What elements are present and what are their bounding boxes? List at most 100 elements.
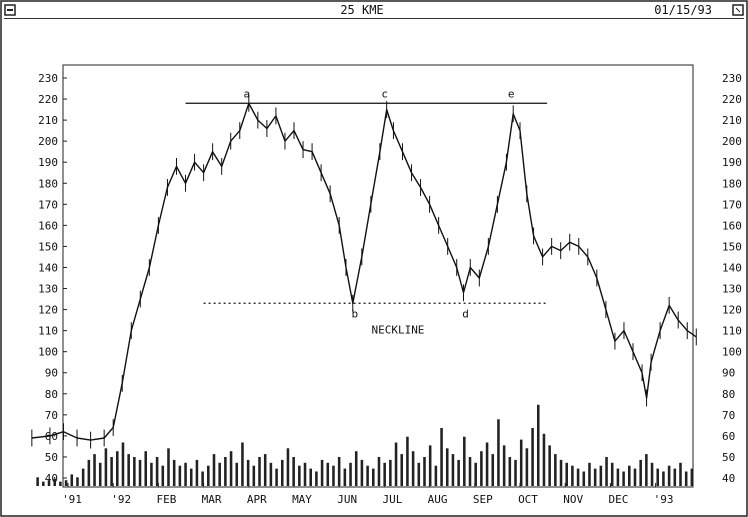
volume-bar	[292, 457, 295, 486]
volume-bar	[610, 462, 614, 486]
y-tick-label-left: 200	[38, 135, 58, 148]
volume-bar	[485, 442, 489, 486]
volume-bar	[298, 465, 301, 486]
volume-bar	[684, 471, 688, 486]
trough-label: b	[351, 307, 358, 320]
volume-bar	[656, 468, 660, 486]
x-axis: '91 '92 FEB MAR APR MAY JUN JUL AUG SEP OCT NOV DEC '…	[62, 483, 674, 506]
y-tick-label-right: 50	[722, 451, 735, 464]
volume-bar	[525, 448, 529, 486]
neckline-label: NECKLINE	[371, 323, 424, 336]
volume-bar	[76, 477, 79, 486]
y-tick-label-right: 210	[722, 114, 742, 127]
volume-bar	[235, 462, 239, 486]
volume-bar	[542, 433, 546, 486]
volume-bar	[400, 454, 404, 486]
peak-label: c	[381, 87, 388, 100]
volume-bar	[536, 404, 540, 486]
volume-bar	[36, 477, 39, 486]
y-tick-label-right: 200	[722, 135, 742, 148]
volume-bar	[394, 442, 398, 486]
volume-bar	[64, 480, 68, 486]
y-tick-label-left: 220	[38, 93, 58, 106]
volume-bar	[593, 468, 597, 486]
y-tick-label-left: 210	[38, 114, 58, 127]
volume-bar	[337, 457, 341, 486]
volume-bar	[258, 457, 261, 486]
y-tick-label-right: 100	[722, 346, 742, 359]
y-tick-label-right: 230	[722, 72, 742, 85]
volume-bar	[474, 462, 477, 486]
volume-bar	[59, 481, 62, 486]
y-tick-label-left: 80	[45, 388, 58, 401]
volume-bar	[224, 457, 227, 486]
volume-bar	[457, 459, 460, 486]
volume-bar	[53, 478, 56, 486]
trough-label: d	[462, 307, 469, 320]
volume-bar	[81, 468, 85, 486]
y-tick-label-right: 120	[722, 304, 742, 317]
volume-bar	[229, 451, 233, 486]
y-tick-label-right: 40	[722, 472, 735, 485]
volume-bar	[616, 468, 620, 486]
window-title: 25 KME	[340, 3, 383, 17]
volume-bar	[309, 468, 312, 486]
volume-bar	[588, 462, 591, 486]
volume-bar	[377, 457, 381, 486]
volume-bar	[366, 465, 369, 486]
x-tick-label: APR	[247, 493, 267, 506]
volume-bar	[104, 448, 108, 486]
volume-bar	[133, 457, 136, 486]
volume-bar	[531, 428, 534, 486]
volume-bar	[87, 459, 91, 486]
volume-bar	[138, 459, 142, 486]
volume-bar	[263, 454, 267, 486]
volume-bar	[354, 451, 358, 486]
volume-bar	[440, 428, 443, 486]
volume-bar	[315, 471, 318, 486]
x-tick-label: SEP	[473, 493, 493, 506]
volume-bar	[622, 471, 625, 486]
volume-bar	[184, 462, 187, 486]
volume-bar	[195, 459, 199, 486]
volume-bar	[673, 468, 677, 486]
y-tick-label-left: 190	[38, 156, 58, 169]
y-tick-label-right: 60	[722, 430, 735, 443]
y-tick-label-left: 140	[38, 261, 58, 274]
volume-bar	[491, 454, 495, 486]
volume-bar	[189, 468, 193, 486]
volume-bar	[502, 445, 506, 486]
volume-bar	[241, 442, 244, 486]
volume-bar	[605, 457, 608, 486]
volume-bar	[360, 459, 364, 486]
x-tick-label: NOV	[563, 493, 583, 506]
volume-bar	[519, 439, 523, 486]
volume-bar	[212, 454, 216, 486]
x-tick-label: '92	[111, 493, 131, 506]
volume-bar	[246, 459, 250, 486]
volume-bar	[662, 471, 665, 486]
volume-bar	[417, 462, 421, 486]
volume-bar	[269, 462, 273, 486]
y-tick-label-left: 160	[38, 219, 58, 232]
volume-bar	[349, 462, 352, 486]
y-tick-label-right: 130	[722, 283, 742, 296]
volume-bar	[468, 457, 472, 486]
x-tick-label: JUL	[382, 493, 402, 506]
volume-bar	[167, 448, 170, 486]
volume-bar	[303, 462, 307, 486]
volume-bar	[121, 442, 125, 486]
y-tick-label-left: 110	[38, 325, 58, 338]
volume-bar	[144, 451, 148, 486]
y-tick-label-right: 150	[722, 240, 742, 253]
y-tick-label-right: 170	[722, 198, 742, 211]
volume-bar	[571, 465, 574, 486]
volume-bar	[463, 436, 466, 486]
volume-bar	[201, 471, 204, 486]
peak-label: e	[508, 87, 515, 100]
y-tick-label-left: 120	[38, 304, 58, 317]
window-date: 01/15/93	[654, 3, 712, 17]
volume-bar	[434, 465, 438, 486]
peak-label: a	[243, 87, 250, 100]
